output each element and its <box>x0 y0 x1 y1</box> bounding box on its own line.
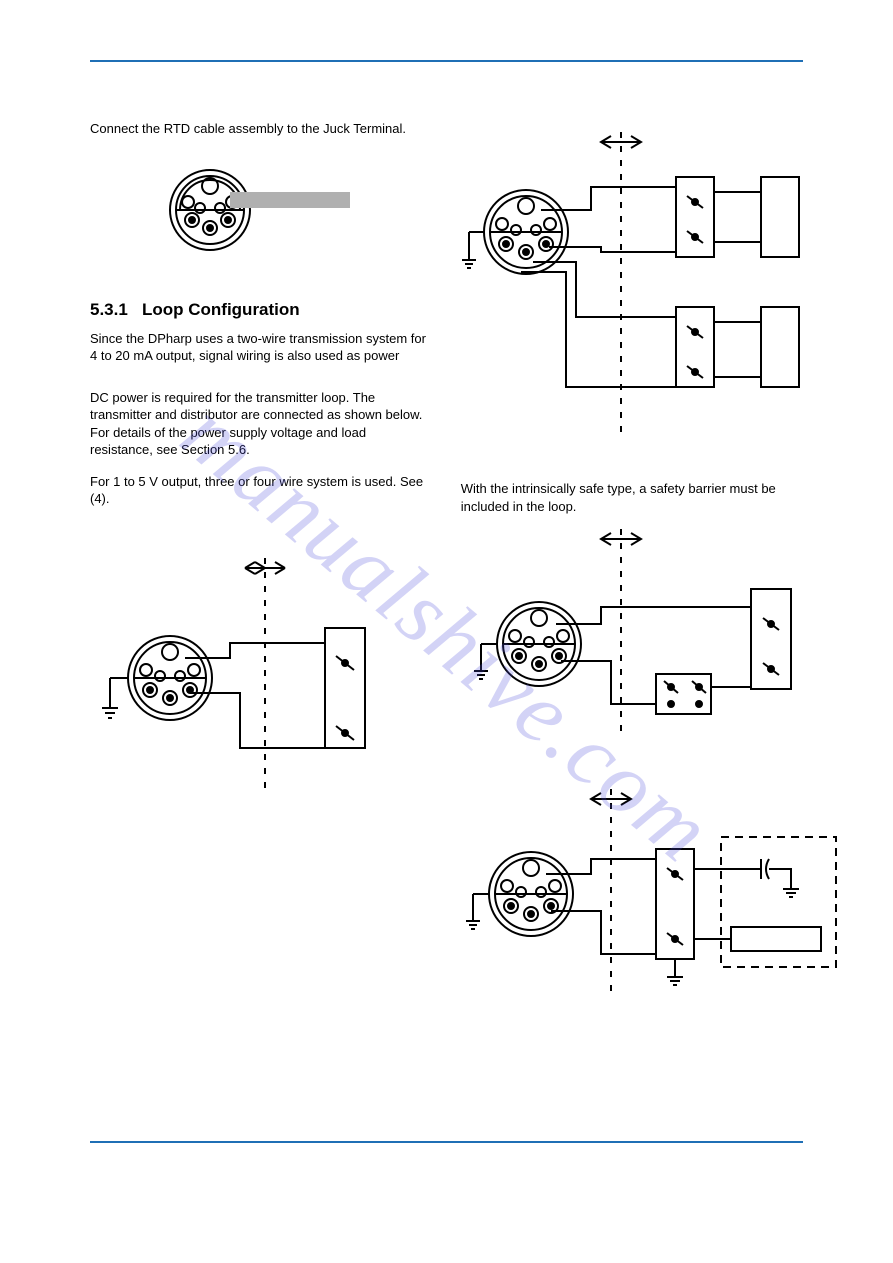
loop-basic-svg <box>90 558 430 818</box>
terminal-head-svg <box>90 152 290 272</box>
section-heading: 5.3.1 Loop Configuration <box>90 300 432 320</box>
para-2: DC power is required for the transmitter… <box>90 389 432 459</box>
para-1: Since the DPharp uses a two-wire transmi… <box>90 330 432 365</box>
callout-bar <box>230 192 350 208</box>
figure-terminal-top <box>90 152 432 272</box>
loop-power-svg <box>461 789 841 1009</box>
para-3: For 1 to 5 V output, three or four wire … <box>90 473 432 508</box>
right-para-1: With the intrinsically safe type, a safe… <box>461 480 803 515</box>
loop-dual-svg <box>461 132 821 452</box>
right-column: With the intrinsically safe type, a safe… <box>461 120 803 1123</box>
figure-loop-basic <box>90 558 432 818</box>
section-number: 5.3.1 <box>90 300 128 319</box>
left-column: Connect the RTD cable assembly to the Ju… <box>90 120 432 1123</box>
section-title: Loop Configuration <box>142 300 300 319</box>
page-content: Connect the RTD cable assembly to the Ju… <box>90 120 803 1123</box>
figure-loop-barrier <box>461 529 803 749</box>
figure-loop-dual <box>461 132 803 452</box>
figure-loop-power <box>461 789 803 1009</box>
top-rule <box>90 60 803 62</box>
bottom-rule <box>90 1141 803 1143</box>
loop-barrier-svg <box>461 529 821 749</box>
intro-text: Connect the RTD cable assembly to the Ju… <box>90 120 432 138</box>
